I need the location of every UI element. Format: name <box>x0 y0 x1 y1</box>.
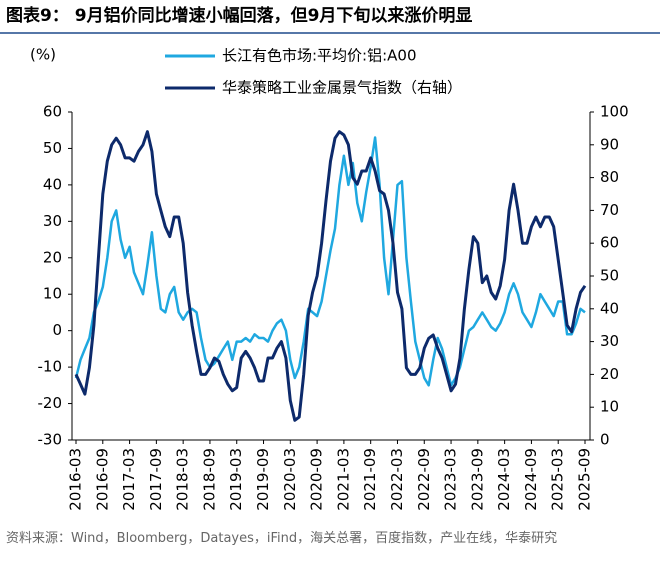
y-tick-label: 50 <box>43 139 62 157</box>
x-tick-label: 2017-09 <box>147 448 165 511</box>
x-tick-label: 2019-03 <box>227 448 245 511</box>
x-tick-label: 2016-03 <box>67 448 85 511</box>
y2-tick-label: 80 <box>600 168 619 186</box>
x-tick-label: 2021-09 <box>361 448 379 511</box>
y2-tick-label: 60 <box>600 234 619 252</box>
x-tick-label: 2020-09 <box>308 448 326 511</box>
x-tick-label: 2022-03 <box>388 448 406 511</box>
y-tick-label: -10 <box>38 358 63 376</box>
y-tick-label: -20 <box>38 394 63 412</box>
y2-tick-label: 70 <box>600 201 619 219</box>
y2-tick-label: 50 <box>600 267 619 285</box>
y-axis-label: (%) <box>30 46 56 64</box>
y-tick-label: 0 <box>52 321 62 339</box>
x-tick-label: 2023-03 <box>442 448 460 511</box>
x-tick-label: 2022-09 <box>415 448 433 511</box>
x-tick-label: 2018-03 <box>174 448 192 511</box>
source-note: 资料来源：Wind，Bloomberg，Datayes，iFind，海关总署，百… <box>6 531 558 546</box>
x-tick-label: 2017-03 <box>120 448 138 511</box>
y-tick-label: 20 <box>43 248 62 266</box>
x-tick-label: 2024-03 <box>495 448 513 511</box>
series-line <box>74 130 587 422</box>
y2-tick-label: 10 <box>600 398 619 416</box>
y2-tick-label: 90 <box>600 135 619 153</box>
series-line <box>74 136 586 387</box>
x-tick-label: 2025-09 <box>576 448 594 511</box>
x-tick-label: 2018-09 <box>200 448 218 511</box>
legend-label: 华泰策略工业金属景气指数（右轴） <box>222 79 462 97</box>
legend-label: 长江有色市场:平均价:铝:A00 <box>222 47 417 65</box>
y-tick-label: -30 <box>38 431 63 449</box>
x-tick-label: 2023-09 <box>468 448 486 511</box>
y2-tick-label: 40 <box>600 299 619 317</box>
x-tick-label: 2024-09 <box>522 448 540 511</box>
y-tick-label: 30 <box>43 212 62 230</box>
x-tick-label: 2016-09 <box>93 448 111 511</box>
y2-tick-label: 100 <box>600 103 629 121</box>
x-tick-label: 2019-09 <box>254 448 272 511</box>
x-tick-label: 2020-03 <box>281 448 299 511</box>
y-tick-label: 60 <box>43 103 62 121</box>
x-tick-label: 2025-03 <box>549 448 567 511</box>
y2-tick-label: 30 <box>600 332 619 350</box>
chart: 图表9： 9月铝价同比增速小幅回落，但9月下旬以来涨价明显 (%) -30 -20… <box>0 5 660 511</box>
y2-tick-label: 0 <box>600 431 610 449</box>
y2-tick-label: 20 <box>600 365 619 383</box>
x-tick-label: 2021-03 <box>334 448 352 511</box>
y-tick-label: 40 <box>43 175 62 193</box>
chart-title: 图表9： 9月铝价同比增速小幅回落，但9月下旬以来涨价明显 <box>6 5 472 26</box>
y-tick-label: 10 <box>43 285 62 303</box>
